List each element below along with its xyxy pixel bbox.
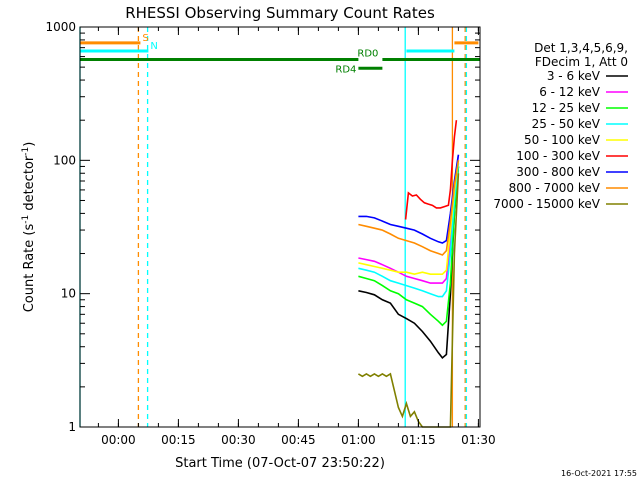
legend-label-0: 3 - 6 keV [547,69,601,83]
legend-header-line-1: Det 1,3,4,5,6,9, [534,41,628,55]
vertical-marker-lines [79,27,468,427]
plot-frame [79,26,481,428]
legend-label-3: 25 - 50 keV [532,117,601,131]
series-line-7 [358,160,460,256]
y-axis: 1 10 100 1000 [45,20,480,434]
series-line-2 [358,166,460,327]
chart-title: RHESSI Observing Summary Count Rates [125,4,435,22]
legend-label-4: 50 - 100 keV [524,133,601,147]
x-tick-label-0: 00:00 [101,433,136,447]
y-tick-label-0: 1 [68,420,76,434]
legend-label-5: 100 - 300 keV [516,149,600,163]
x-tick-label-2: 00:30 [221,433,256,447]
legend-label-2: 12 - 25 keV [532,101,601,115]
y-tick-label-1: 10 [61,287,76,301]
y-tick-label-2: 100 [53,153,76,167]
footer-timestamp: 16-Oct-2021 17:55 [561,469,637,478]
x-tick-label-4: 01:00 [341,433,376,447]
legend-label-6: 300 - 800 keV [516,165,600,179]
x-tick-label-6: 01:30 [461,433,496,447]
legend-label-1: 6 - 12 keV [539,85,601,99]
x-axis: 00:00 00:15 00:30 00:45 01:00 01:15 01:30 [97,27,496,447]
legend-label-7: 800 - 7000 keV [509,181,601,195]
series-line-0 [358,166,460,360]
series-line-4 [358,160,460,276]
x-tick-label-5: 01:15 [401,433,436,447]
series-lines [357,120,460,428]
y-axis-label-part1: Count Rate (s [22,224,37,313]
legend-label-8: 7000 - 15000 keV [493,197,600,211]
y-axis-label-sup1: -1 [21,215,31,224]
series-line-6 [358,154,460,244]
series-line-1 [358,154,460,284]
y-tick-label-3: 1000 [45,20,76,34]
x-tick-label-3: 00:45 [281,433,316,447]
state-bar-label-n: N [150,41,157,52]
state-bar-label-rd0: RD0 [357,49,378,60]
x-axis-label: Start Time (07-Oct-07 23:50:22) [175,456,385,471]
y-axis-label-part2: detector [22,155,37,215]
y-axis-label: Count Rate (s-1 detector-1) [21,142,37,313]
y-axis-label-part3: ) [22,142,37,147]
legend: Det 1,3,4,5,6,9, FDecim 1, Att 0 3 - 6 k… [493,41,628,211]
x-tick-label-1: 00:15 [161,433,196,447]
series-line-3 [358,163,460,298]
series-line-5 [404,120,458,220]
legend-header-line-2: FDecim 1, Att 0 [535,55,628,69]
state-bar-label-rd4: RD4 [335,64,356,75]
state-bar-label-s: S [142,33,148,44]
y-axis-label-sup2: -1 [21,147,31,156]
